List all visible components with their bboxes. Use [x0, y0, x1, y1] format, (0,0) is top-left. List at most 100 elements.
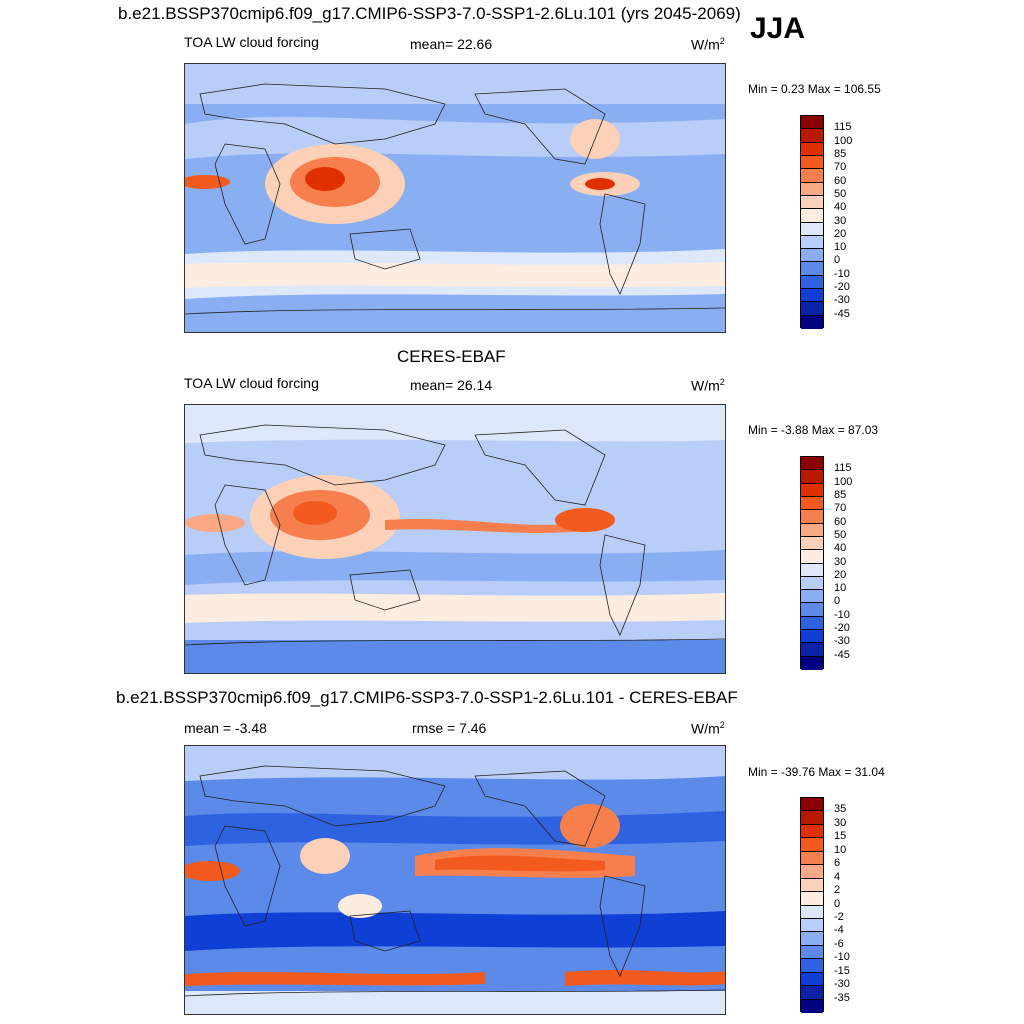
colorbar-tick-label: 30	[834, 555, 847, 568]
colorbar-segment	[801, 838, 823, 852]
colorbar-segment	[801, 142, 823, 156]
colorbar-segment	[801, 483, 823, 497]
panel1-colorbar	[800, 115, 824, 329]
colorbar-segment	[801, 999, 823, 1013]
panel2-left-label: TOA LW cloud forcing	[184, 375, 319, 391]
colorbar-tick-label: 0	[834, 897, 841, 910]
colorbar-segment	[801, 945, 823, 960]
colorbar-tick-label: 40	[834, 542, 847, 555]
colorbar-segment	[801, 892, 823, 906]
colorbar-segment	[801, 523, 823, 537]
colorbar-segment	[801, 235, 823, 250]
colorbar-segment	[801, 865, 823, 879]
colorbar-segment	[801, 905, 823, 919]
colorbar-segment	[801, 972, 823, 987]
panel2-units: W/m2	[691, 377, 725, 394]
colorbar-segment	[801, 289, 823, 303]
colorbar-tick-label: 85	[834, 488, 847, 501]
colorbar-tick-label: 10	[834, 241, 847, 254]
colorbar-segment	[801, 315, 823, 329]
colorbar-segment	[801, 878, 823, 893]
panel3-minmax: Min = -39.76 Max = 31.04	[748, 765, 885, 779]
colorbar-segment	[801, 630, 823, 644]
colorbar-segment	[801, 182, 823, 196]
colorbar-segment	[801, 932, 823, 946]
panel1-stat-label: mean= 22.66	[410, 36, 493, 52]
panel2-colorbar	[800, 456, 824, 670]
colorbar-tick-label: -10	[834, 608, 850, 621]
colorbar-tick-label: 115	[834, 121, 852, 134]
colorbar-tick-label: 10	[834, 582, 847, 595]
panel3-stat-label: rmse = 7.46	[412, 720, 487, 736]
colorbar-tick-label: -10	[834, 267, 850, 280]
colorbar-tick-label: -2	[834, 910, 844, 923]
colorbar-segment	[801, 457, 823, 471]
panel1-units: W/m2	[691, 36, 725, 53]
panel1-left-label: TOA LW cloud forcing	[184, 34, 319, 50]
colorbar-segment	[801, 616, 823, 631]
panel3-map	[184, 745, 726, 1015]
colorbar-tick-label: 50	[834, 528, 847, 541]
colorbar-tick-label: -45	[834, 648, 850, 661]
colorbar-segment	[801, 470, 823, 484]
colorbar-tick-label: -4	[834, 924, 844, 937]
colorbar-tick-label: 70	[834, 502, 847, 515]
colorbar-segment	[801, 824, 823, 839]
colorbar-segment	[801, 510, 823, 524]
colorbar-segment	[801, 986, 823, 1000]
colorbar-segment	[801, 222, 823, 236]
colorbar-tick-label: 50	[834, 187, 847, 200]
colorbar-segment	[801, 169, 823, 183]
colorbar-tick-label: -15	[834, 964, 850, 977]
panel2-title: CERES-EBAF	[397, 347, 506, 366]
panel3-title: b.e21.BSSP370cmip6.f09_g17.CMIP6-SSP3-7.…	[116, 688, 738, 707]
colorbar-tick-label: 60	[834, 515, 847, 528]
colorbar-tick-label: 115	[834, 462, 852, 475]
colorbar-tick-label: -10	[834, 951, 850, 964]
colorbar-segment	[801, 550, 823, 564]
colorbar-segment	[801, 563, 823, 577]
colorbar-segment	[801, 195, 823, 210]
colorbar-tick-label: -20	[834, 622, 850, 635]
panel1-map	[184, 63, 726, 333]
panel3-colorbar	[800, 797, 824, 1013]
colorbar-segment	[801, 576, 823, 591]
colorbar-tick-label: -30	[834, 978, 850, 991]
colorbar-tick-label: 6	[834, 857, 841, 870]
colorbar-tick-label: -45	[834, 307, 850, 320]
colorbar-segment	[801, 798, 823, 812]
colorbar-tick-label: 4	[834, 870, 841, 883]
colorbar-tick-label: 15	[834, 830, 847, 843]
colorbar-tick-label: 60	[834, 174, 847, 187]
panel3-units: W/m2	[691, 720, 725, 737]
colorbar-segment	[801, 851, 823, 866]
colorbar-tick-label: 70	[834, 161, 847, 174]
colorbar-segment	[801, 262, 823, 276]
colorbar-segment	[801, 590, 823, 604]
colorbar-tick-label: 85	[834, 147, 847, 160]
colorbar-segment	[801, 656, 823, 670]
colorbar-tick-label: 35	[834, 803, 847, 816]
colorbar-segment	[801, 536, 823, 551]
colorbar-segment	[801, 116, 823, 130]
panel2-stat-label: mean= 26.14	[410, 377, 493, 393]
colorbar-segment	[801, 811, 823, 825]
colorbar-segment	[801, 209, 823, 223]
colorbar-segment	[801, 249, 823, 263]
colorbar-segment	[801, 918, 823, 933]
colorbar-tick-label: 10	[834, 843, 847, 856]
season-label: JJA	[750, 12, 806, 45]
colorbar-segment	[801, 643, 823, 657]
colorbar-tick-label: -35	[834, 991, 850, 1004]
colorbar-tick-label: 20	[834, 568, 847, 581]
panel2-map	[184, 404, 726, 674]
colorbar-segment	[801, 603, 823, 617]
panel2-minmax: Min = -3.88 Max = 87.03	[748, 423, 879, 437]
panel3-left-label: mean = -3.48	[184, 720, 267, 736]
colorbar-tick-label: -20	[834, 281, 850, 294]
panel1-title: b.e21.BSSP370cmip6.f09_g17.CMIP6-SSP3-7.…	[118, 4, 741, 23]
colorbar-tick-label: 30	[834, 816, 847, 829]
colorbar-segment	[801, 959, 823, 973]
colorbar-segment	[801, 155, 823, 170]
colorbar-segment	[801, 129, 823, 143]
